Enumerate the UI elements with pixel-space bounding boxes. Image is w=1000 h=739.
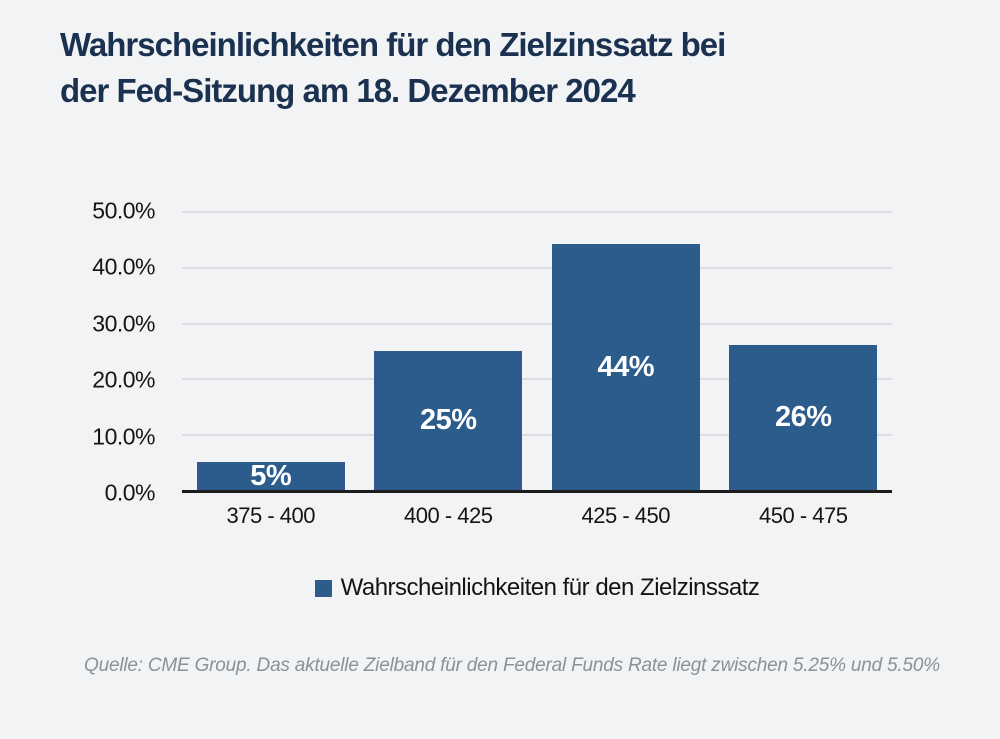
bar-value-label: 26% [774, 400, 832, 433]
legend-label: Wahrscheinlichkeiten für den Zielzinssat… [340, 574, 760, 601]
y-tick-label: 30.0% [92, 310, 155, 337]
chart-title-line2: der Fed-Sitzung am 18. Dezember 2024 [60, 72, 636, 109]
legend: Wahrscheinlichkeiten für den Zielzinssat… [182, 574, 892, 602]
y-tick-label: 10.0% [92, 423, 155, 450]
bar-cell-375-400: 5% [182, 211, 360, 492]
bar-400-425: 25% [374, 350, 523, 490]
gridline-30 [182, 322, 892, 325]
bar-value-label: 25% [419, 403, 477, 436]
gridline-10 [182, 434, 892, 437]
bar-375-400: 5% [196, 459, 345, 492]
chart-title-line1: Wahrscheinlichkeiten für den Zielzinssat… [60, 26, 726, 63]
legend-swatch-icon [314, 579, 332, 597]
y-tick-label: 50.0% [92, 197, 155, 224]
bar-cell-425-450: 44% [537, 211, 715, 490]
plot-area: 5% 25% 44% 26% [182, 211, 892, 493]
y-tick-label: 20.0% [92, 366, 155, 393]
x-tick-label: 375 - 400 [226, 503, 316, 528]
gridline-20 [182, 378, 892, 381]
gridline-50 [182, 211, 892, 213]
bar-value-label: 5% [250, 459, 292, 492]
bar-425-450: 44% [551, 244, 700, 490]
x-tick-label: 400 - 425 [404, 503, 493, 528]
x-axis: 375 - 400 400 - 425 425 - 450 450 - 475 [182, 503, 892, 529]
bar-value-label: 44% [597, 350, 655, 383]
x-tick-label: 450 - 475 [759, 503, 848, 528]
source-note: Quelle: CME Group. Das aktuelle Zielband… [84, 655, 940, 676]
gridline-40 [182, 266, 892, 269]
y-axis: 50.0% 40.0% 30.0% 20.0% 10.0% 0.0% [30, 198, 155, 506]
y-tick-label: 0.0% [104, 479, 156, 506]
bar-series: 5% 25% 44% 26% [182, 211, 893, 492]
bar-cell-400-425: 25% [360, 211, 538, 490]
x-tick-label: 425 - 450 [581, 503, 671, 528]
bar-450-475: 26% [729, 344, 878, 490]
chart-title: Wahrscheinlichkeiten für den Zielzinssat… [60, 22, 940, 114]
bar-cell-450-475: 26% [715, 211, 893, 490]
y-tick-label: 40.0% [92, 253, 155, 280]
